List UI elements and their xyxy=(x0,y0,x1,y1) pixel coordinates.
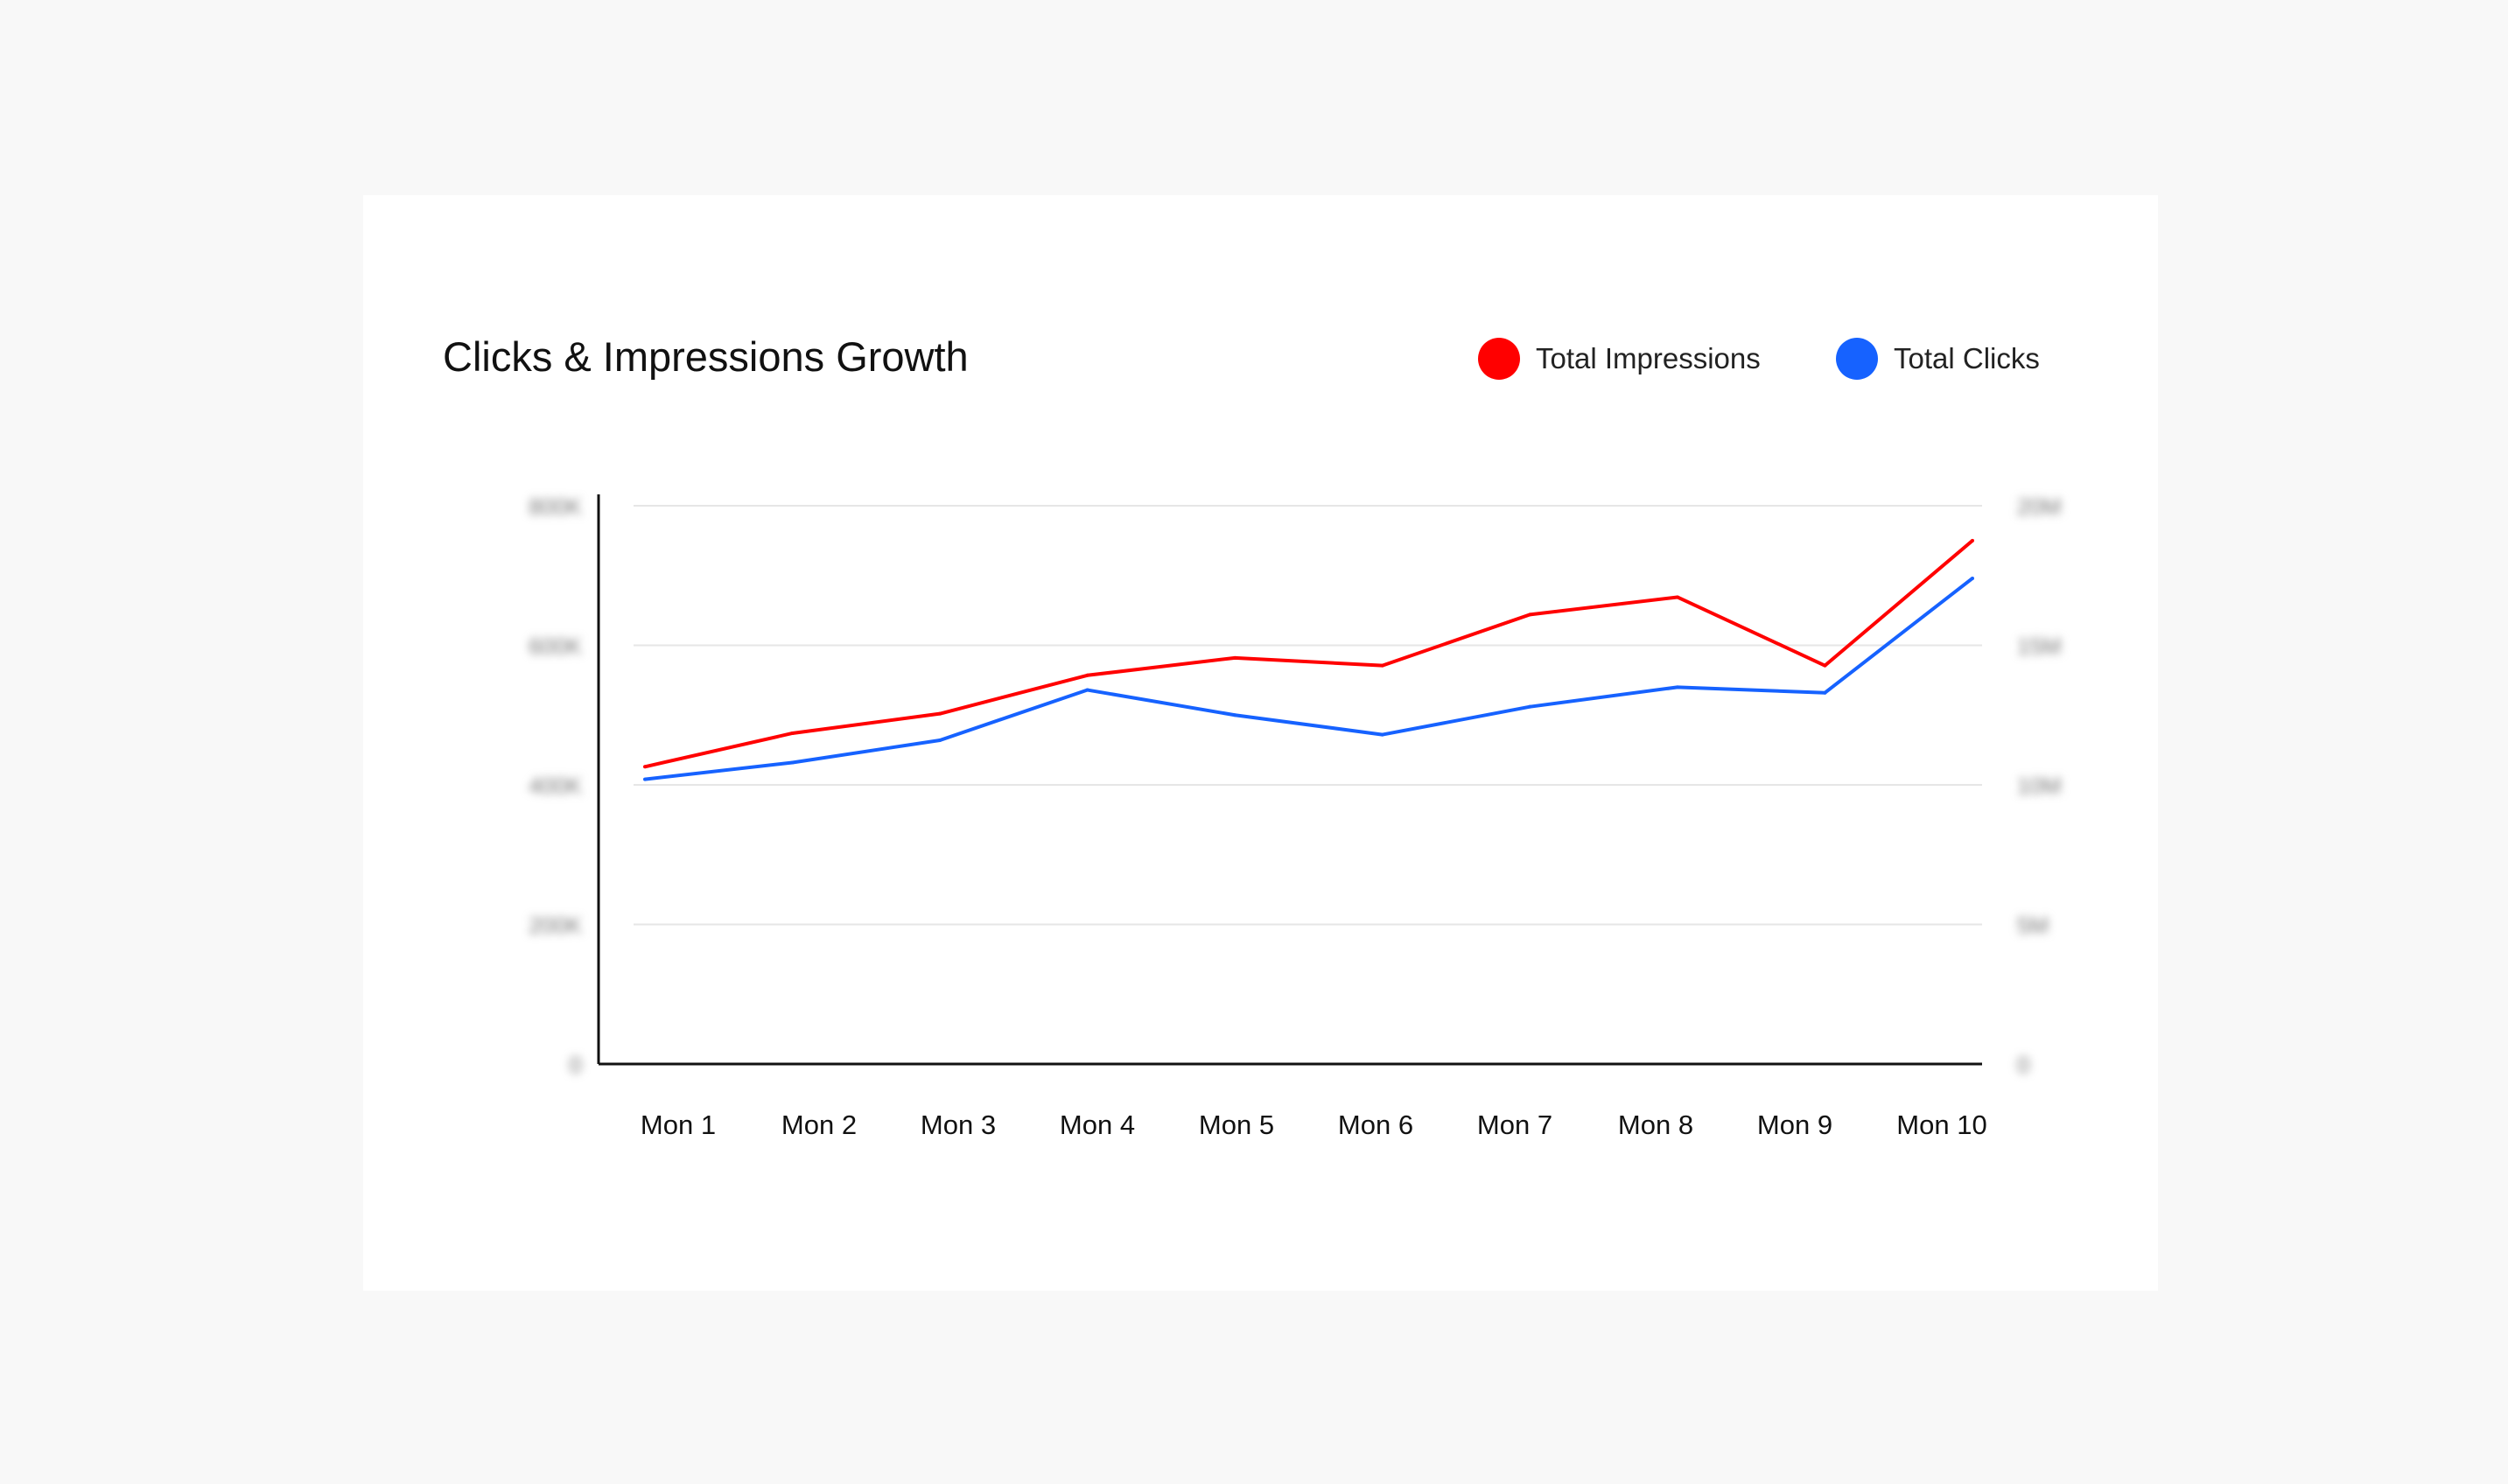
series-line-clicks xyxy=(644,577,1974,781)
x-tick-label: Mon 4 xyxy=(1060,1110,1135,1140)
right-tick-label: 20M xyxy=(2017,494,2062,520)
x-tick-label: Mon 5 xyxy=(1199,1110,1274,1140)
data-point xyxy=(1233,655,1237,660)
data-point xyxy=(1528,704,1532,709)
data-point xyxy=(1675,685,1679,690)
chart-title: Clicks & Impressions Growth xyxy=(443,333,969,380)
data-point xyxy=(1380,732,1384,737)
data-point xyxy=(1823,663,1827,668)
data-point xyxy=(1233,713,1237,718)
data-point xyxy=(643,765,647,769)
legend-label: Total Clicks xyxy=(1894,342,2040,374)
data-point xyxy=(1971,576,1974,580)
data-point xyxy=(790,731,795,735)
data-point xyxy=(1675,595,1679,599)
data-point xyxy=(938,738,942,742)
legend-dot-blue-icon xyxy=(1836,338,1878,380)
x-tick-label: Mon 10 xyxy=(1896,1110,1986,1140)
series-line-impressions xyxy=(644,539,1974,769)
right-tick-label: 10M xyxy=(2017,773,2062,799)
data-point xyxy=(1085,673,1089,677)
x-tick-label: Mon 6 xyxy=(1338,1110,1413,1140)
x-tick-label: Mon 3 xyxy=(921,1110,996,1140)
data-point xyxy=(1971,538,1974,542)
legend-dot-red-icon xyxy=(1478,338,1520,380)
data-point xyxy=(1528,612,1532,617)
left-tick-label: 400K xyxy=(529,773,582,799)
x-tick-label: Mon 2 xyxy=(781,1110,857,1140)
data-point xyxy=(1823,690,1827,695)
data-point xyxy=(643,777,647,781)
data-point xyxy=(938,711,942,716)
left-tick-label: 0 xyxy=(570,1052,582,1078)
legend-item-clicks[interactable]: Total Clicks xyxy=(1836,338,2040,380)
data-point xyxy=(1380,663,1384,668)
x-tick-label: Mon 7 xyxy=(1477,1110,1552,1140)
x-tick-label: Mon 9 xyxy=(1757,1110,1832,1140)
left-tick-label: 200K xyxy=(529,913,582,939)
right-tick-label: 15M xyxy=(2017,634,2062,660)
legend-item-impressions[interactable]: Total Impressions xyxy=(1478,338,1761,380)
left-tick-label: 600K xyxy=(529,634,582,660)
right-tick-label: 5M xyxy=(2017,913,2049,939)
left-tick-label: 800K xyxy=(529,494,582,520)
data-point xyxy=(1085,688,1089,692)
data-point xyxy=(790,760,795,765)
x-tick-label: Mon 1 xyxy=(641,1110,716,1140)
right-tick-label: 0 xyxy=(2017,1052,2029,1078)
legend-label: Total Impressions xyxy=(1536,342,1761,374)
x-tick-label: Mon 8 xyxy=(1618,1110,1693,1140)
